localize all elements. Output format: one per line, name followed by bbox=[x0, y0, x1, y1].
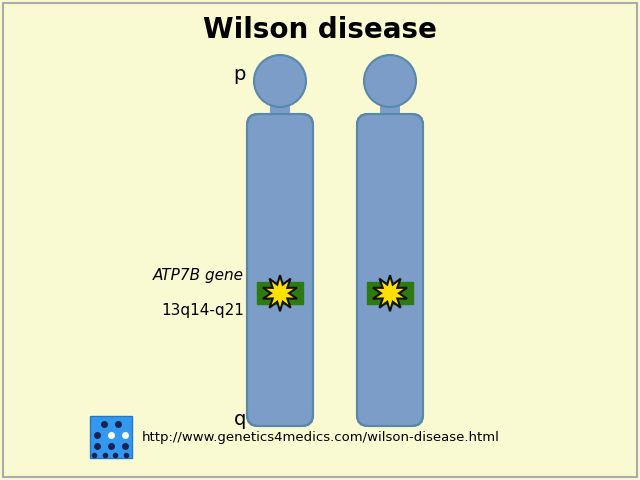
Text: q: q bbox=[234, 410, 246, 429]
Bar bbox=[90, 416, 132, 458]
Bar bbox=[273, 107, 287, 130]
FancyBboxPatch shape bbox=[247, 114, 313, 426]
Polygon shape bbox=[263, 275, 297, 311]
Text: ATP7B gene: ATP7B gene bbox=[153, 268, 244, 283]
FancyBboxPatch shape bbox=[270, 102, 290, 134]
FancyBboxPatch shape bbox=[380, 102, 400, 134]
Bar bbox=[383, 107, 397, 130]
FancyBboxPatch shape bbox=[357, 114, 423, 426]
Circle shape bbox=[364, 55, 416, 107]
Text: http://www.genetics4medics.com/wilson-disease.html: http://www.genetics4medics.com/wilson-di… bbox=[142, 431, 500, 444]
Bar bbox=[257, 282, 303, 304]
Polygon shape bbox=[373, 275, 407, 311]
Circle shape bbox=[254, 55, 306, 107]
Text: 13q14-q21: 13q14-q21 bbox=[161, 303, 244, 318]
Bar bbox=[367, 282, 413, 304]
Text: p: p bbox=[234, 65, 246, 84]
Text: Wilson disease: Wilson disease bbox=[203, 16, 437, 44]
